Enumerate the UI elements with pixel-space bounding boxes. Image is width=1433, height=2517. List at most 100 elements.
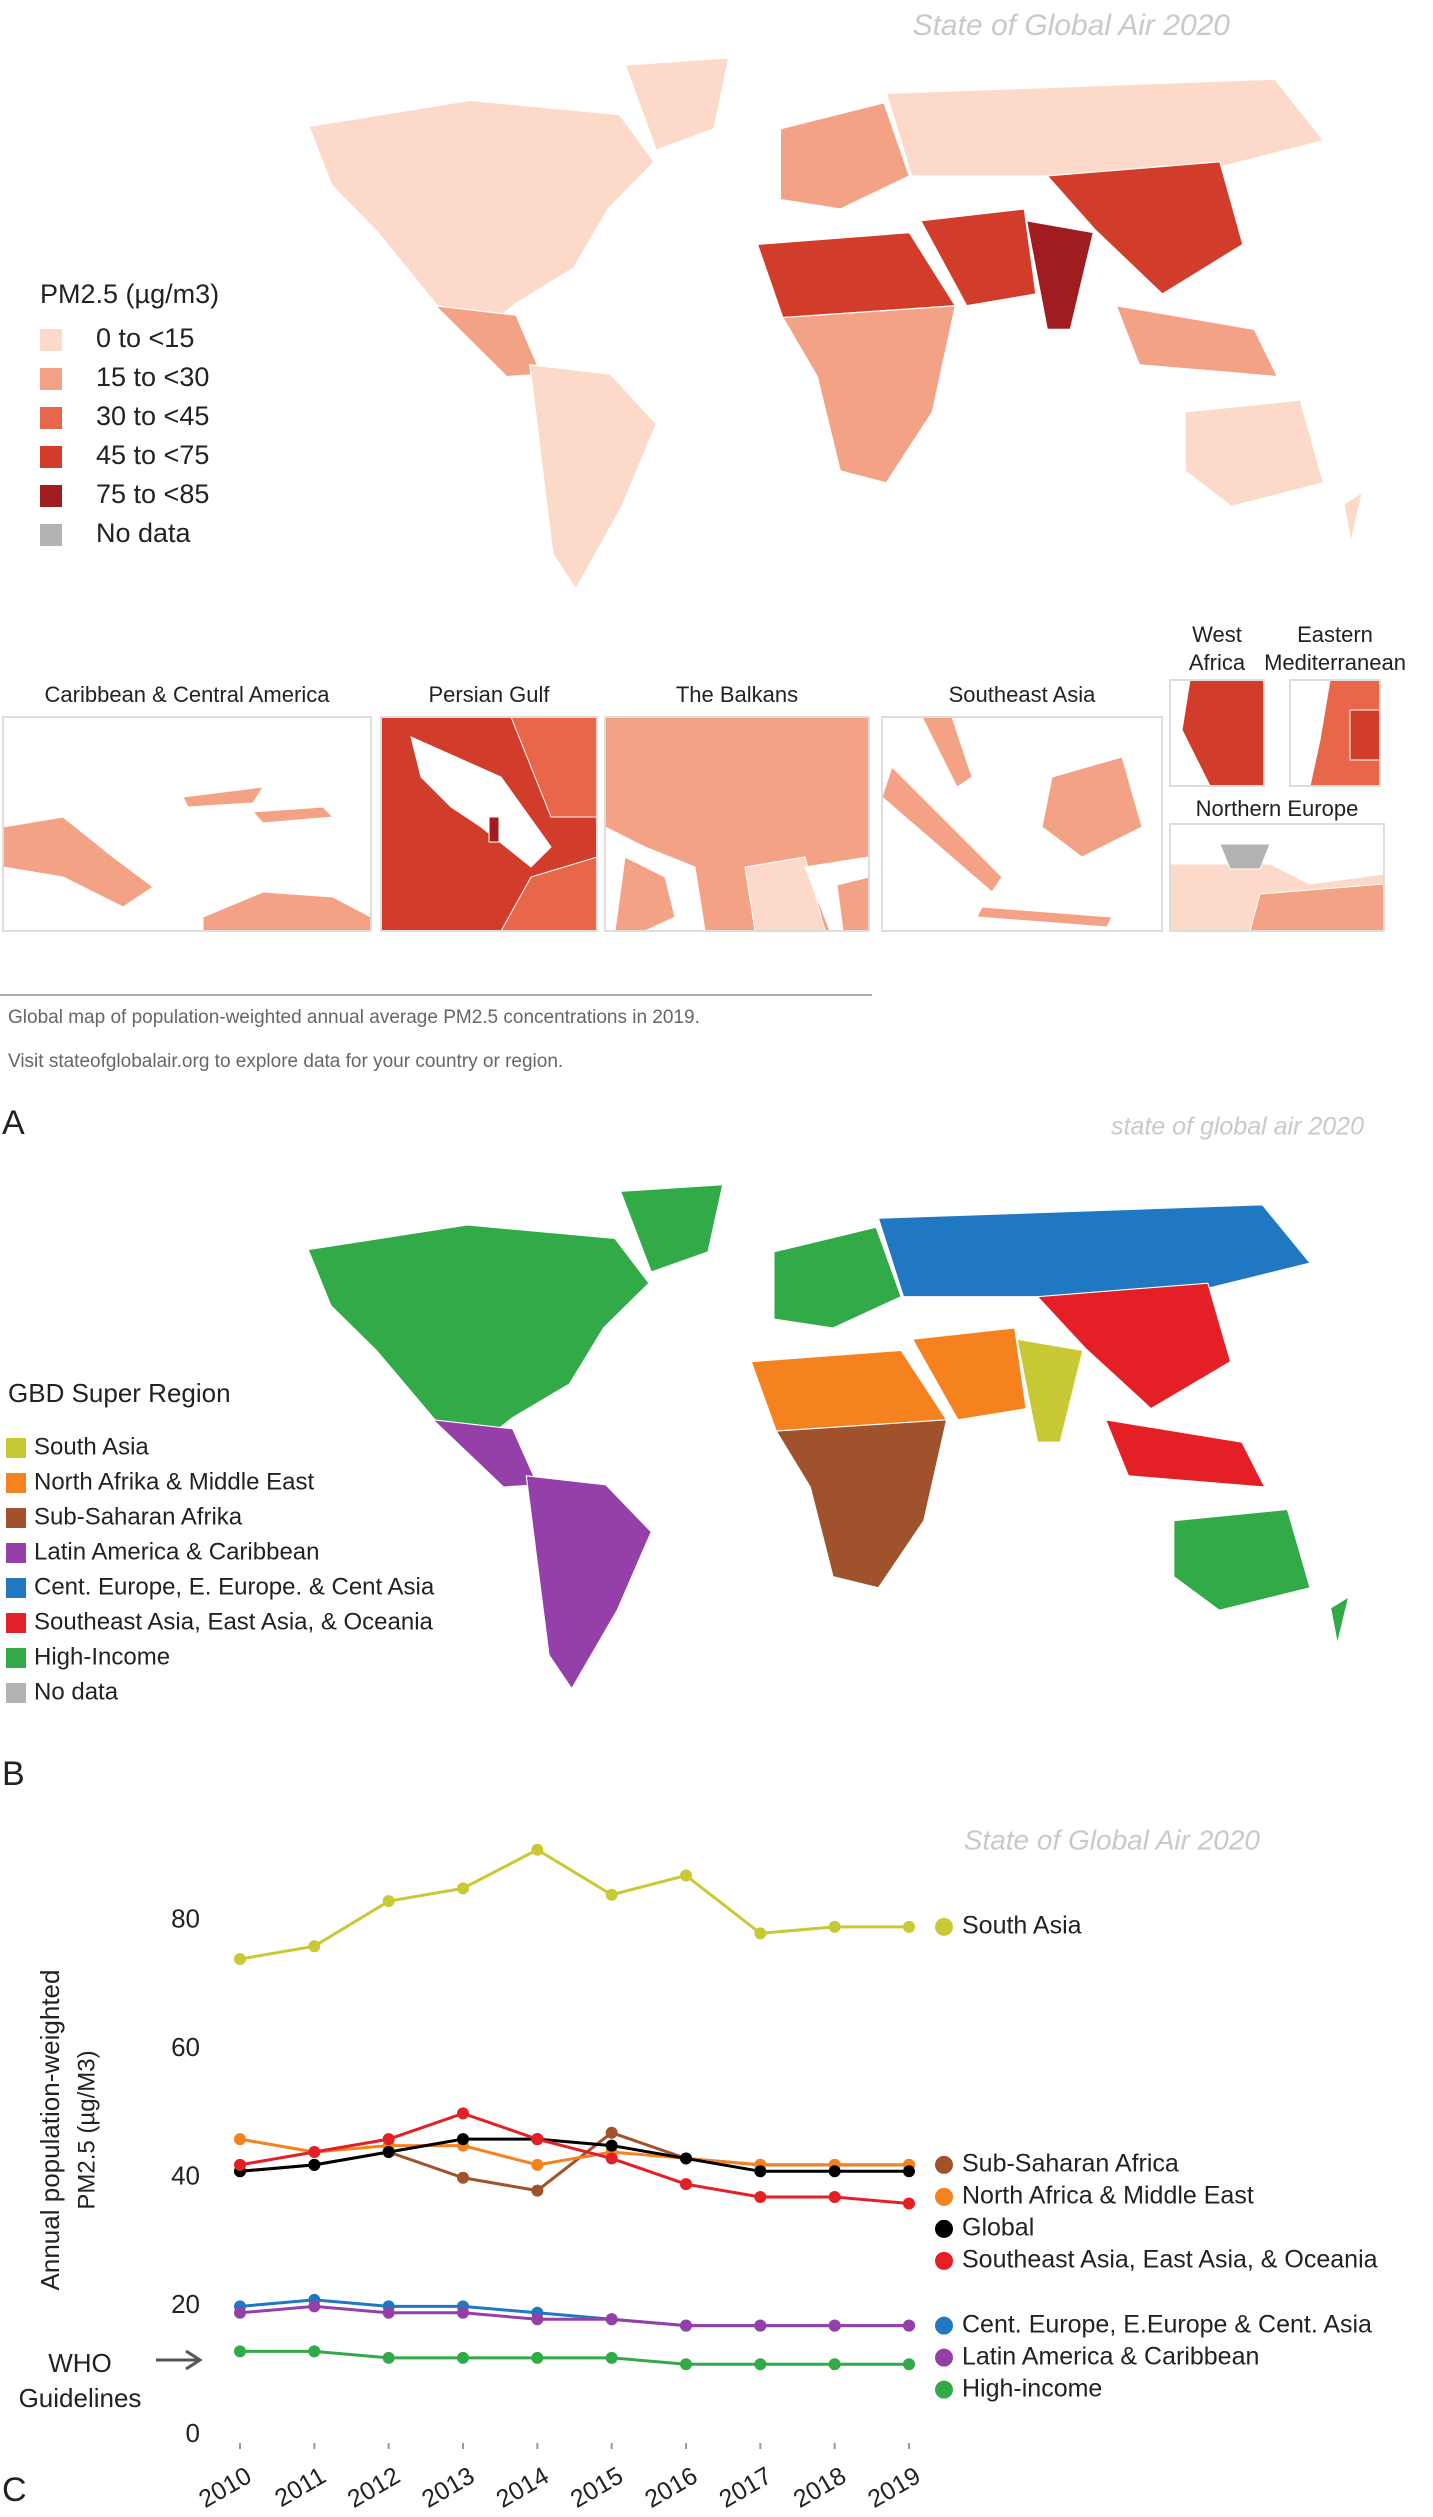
x-tick-label: 2017 <box>714 2462 776 2512</box>
legend-label: Cent. Europe, E. Europe. & Cent Asia <box>34 1573 435 1600</box>
legend-label: Latin America & Caribbean <box>34 1538 320 1565</box>
inset-border <box>1289 679 1381 787</box>
data-point <box>308 2158 321 2171</box>
legend-label: 75 to <85 <box>96 479 209 509</box>
x-tick-label: 2019 <box>863 2462 925 2512</box>
legend-marker <box>935 2155 953 2174</box>
inset <box>1169 679 1265 787</box>
data-point <box>754 2358 767 2371</box>
y-tick-label: 40 <box>171 2161 200 2191</box>
region <box>1173 1508 1311 1611</box>
legend-label: 15 to <30 <box>96 362 209 392</box>
data-point <box>828 1920 841 1933</box>
series-line <box>239 2111 910 2205</box>
region <box>1046 161 1244 295</box>
inset-border <box>604 716 870 932</box>
inset-region <box>976 906 1113 928</box>
legend-marker <box>935 2348 953 2367</box>
region <box>1115 305 1279 378</box>
data-point <box>308 2146 321 2159</box>
legend-label: Southeast Asia, East Asia, & Oceania <box>962 2245 1378 2273</box>
caption: Visit stateofglobalair.org to explore da… <box>8 1051 563 1072</box>
legend-marker <box>935 2316 953 2335</box>
data-point <box>457 1882 469 1895</box>
caption: Global map of population-weighted annual… <box>8 1007 700 1028</box>
data-point <box>605 2126 618 2139</box>
inset-border <box>1169 823 1385 932</box>
data-point <box>308 2345 321 2358</box>
x-tick-label: 2013 <box>417 2462 479 2512</box>
region <box>919 208 1037 307</box>
data-point <box>680 2178 692 2191</box>
region <box>433 304 543 378</box>
inset-border <box>881 716 1163 932</box>
data-point <box>754 2191 767 2204</box>
region <box>1016 1338 1084 1443</box>
region <box>773 1226 902 1329</box>
y-tick-label: 80 <box>171 1903 200 1933</box>
inset-title: Africa <box>1189 650 1246 675</box>
inset-region <box>881 766 1003 893</box>
inset-region <box>251 806 335 824</box>
data-point <box>680 2152 692 2165</box>
legend-label: 0 to <15 <box>96 323 194 353</box>
legend-swatch <box>6 1543 26 1563</box>
region <box>1184 399 1325 508</box>
map <box>307 1184 1350 1690</box>
inset-border <box>1169 679 1265 787</box>
inset <box>1169 823 1385 932</box>
data-point <box>605 1888 618 1901</box>
x-tick-label: 2016 <box>640 2462 702 2512</box>
data-point <box>531 2133 544 2146</box>
series-line <box>239 2137 909 2167</box>
inset-border <box>380 716 598 932</box>
legend-label: Cent. Europe, E.Europe & Cent. Asia <box>962 2310 1372 2338</box>
data-point <box>457 2133 469 2146</box>
inset-region <box>836 876 870 932</box>
data-point <box>903 2165 915 2178</box>
y-axis-label: PM2.5 (µg/M3) <box>73 2050 100 2209</box>
data-point <box>531 2351 544 2364</box>
legend-label: 45 to <75 <box>96 440 209 470</box>
legend-title: GBD Super Region <box>8 1378 231 1408</box>
x-tick-label: 2010 <box>194 2462 256 2512</box>
annotation: WHO <box>48 2348 112 2378</box>
inset <box>1289 679 1381 787</box>
legend-title: PM2.5 (µg/m3) <box>40 279 219 309</box>
legend-label: South Asia <box>962 1912 1082 1940</box>
inset-region <box>1349 709 1381 761</box>
data-point <box>234 2345 246 2358</box>
data-point <box>903 1920 915 1933</box>
inset-region <box>410 736 552 868</box>
legend-swatch <box>6 1613 26 1633</box>
legend-marker <box>935 2380 953 2399</box>
legend-label: High-Income <box>34 1643 170 1670</box>
inset <box>604 716 870 932</box>
region <box>877 1204 1312 1298</box>
y-tick-label: 20 <box>171 2289 200 2319</box>
data-point <box>382 2351 395 2364</box>
legend-label: No data <box>34 1678 119 1705</box>
data-point <box>531 1843 544 1856</box>
legend-marker <box>935 2219 953 2238</box>
region <box>529 364 657 591</box>
inset-region <box>1041 756 1143 858</box>
region <box>307 1224 650 1455</box>
data-point <box>754 1927 767 1940</box>
legend-label: 30 to <45 <box>96 401 209 431</box>
legend-marker <box>935 2187 953 2206</box>
watermark: State of Global Air 2020 <box>964 1824 1261 1855</box>
region <box>1025 220 1095 330</box>
series-line <box>239 2298 909 2328</box>
inset-region <box>488 816 500 843</box>
region <box>525 1475 652 1690</box>
legend-label: Sub-Saharan Afrika <box>34 1503 243 1530</box>
legend-label: Latin America & Caribbean <box>962 2342 1259 2370</box>
data-point <box>457 2171 469 2184</box>
y-axis-label: Annual population-weighted <box>35 1970 65 2291</box>
x-tick-label: 2015 <box>566 2462 628 2512</box>
data-point <box>382 1895 395 1908</box>
region <box>779 102 911 210</box>
series-line <box>240 2349 909 2366</box>
legend-swatch <box>40 407 62 429</box>
